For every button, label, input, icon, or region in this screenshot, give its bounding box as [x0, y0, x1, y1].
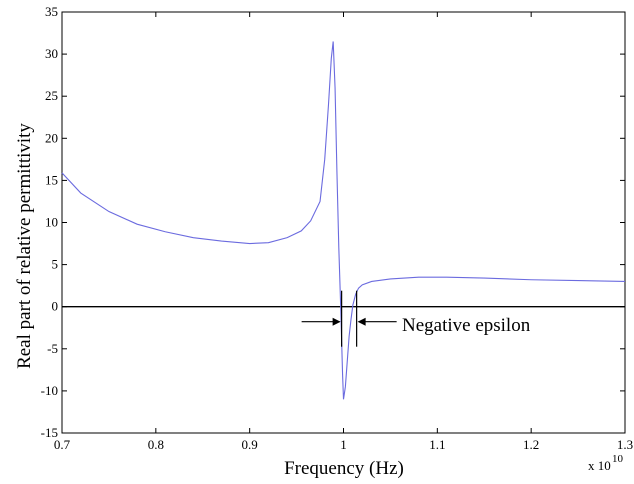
y-tick-label: 0 [52, 299, 59, 314]
x-tick-label: 1.1 [429, 437, 445, 452]
permittivity-series-line [61, 41, 626, 400]
x-tick-label: 1.3 [617, 437, 633, 452]
y-axis-label: Real part of relative permittivity [14, 123, 35, 369]
x-tick-label: 0.8 [148, 437, 164, 452]
y-tick-label: 15 [45, 172, 58, 187]
y-tick-label: -10 [41, 383, 58, 398]
plot-area: 0.7 0.8 0.9 1 1.1 1.2 1.3 -15 -10 -5 0 5 10 15 20 25 30 3… [41, 4, 633, 452]
y-tick-label: 10 [45, 215, 58, 230]
x-axis-label: Frequency (Hz) [284, 458, 404, 479]
x-axis-multiplier-label: x 10 [588, 458, 611, 473]
y-tick-label: 25 [45, 88, 58, 103]
x-axis-multiplier-exponent: 10 [612, 453, 624, 465]
y-tick-label: 30 [45, 46, 58, 61]
y-tick-label: 20 [45, 130, 58, 145]
x-tick-label: 0.7 [54, 437, 71, 452]
right-arrow-head [357, 317, 366, 326]
left-arrow-head [332, 317, 341, 326]
negative-epsilon-annotation: Negative epsilon [402, 315, 531, 336]
plot-frame [61, 11, 626, 434]
x-tick-label: 1 [340, 437, 347, 452]
y-tick-label: -5 [47, 341, 58, 356]
x-tick-label: 0.9 [242, 437, 258, 452]
x-tick-label: 1.2 [523, 437, 539, 452]
y-tick-label: -15 [41, 425, 58, 440]
y-tick-label: 5 [52, 257, 59, 272]
y-tick-label: 35 [45, 4, 58, 19]
